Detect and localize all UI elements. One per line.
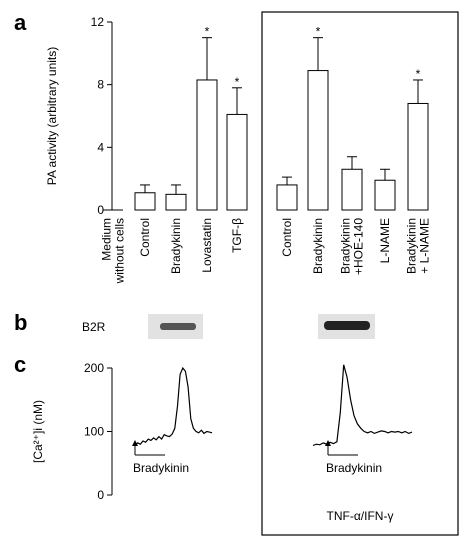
treatment-box <box>261 11 459 536</box>
box-label: TNF-α/IFN-γ <box>327 509 394 523</box>
significance: * <box>316 25 321 39</box>
x-tick-label: Control <box>138 218 152 257</box>
significance: * <box>416 67 421 81</box>
bar <box>407 102 429 211</box>
arrow-head <box>132 440 138 446</box>
y-axis-label: PA activity (arbitrary units) <box>45 47 59 185</box>
significance: * <box>235 75 240 89</box>
x-tick-label: +HOE-140 <box>352 218 366 275</box>
blot-band <box>160 323 196 330</box>
blot-label: B2R <box>82 320 106 334</box>
y-tick-label: 100 <box>84 425 104 439</box>
blot-band <box>324 321 370 330</box>
x-tick-label: Bradykinin <box>169 218 183 274</box>
bar <box>134 192 156 211</box>
bar <box>196 79 218 211</box>
arrow-head <box>325 440 331 446</box>
x-tick-label: Medium <box>100 218 114 261</box>
trace <box>312 364 413 447</box>
y-tick-label: 200 <box>84 361 104 375</box>
x-tick-label: + L-NAME <box>418 218 432 274</box>
stimulus-label: Bradykinin <box>133 461 189 475</box>
bar <box>307 70 329 211</box>
panel-label: a <box>14 10 27 35</box>
bar <box>165 193 187 211</box>
y-tick-label: 4 <box>97 140 104 154</box>
x-tick-label: without cells <box>113 218 127 284</box>
y-axis-label: [Ca²⁺]i (nM) <box>31 400 45 463</box>
x-tick-label: L-NAME <box>378 218 392 263</box>
y-tick-label: 0 <box>97 203 104 217</box>
x-tick-label: Bradykinin <box>339 218 353 274</box>
x-tick-label: TGF-β <box>230 218 244 253</box>
bar <box>374 179 396 211</box>
bar <box>341 168 363 211</box>
x-tick-label: Lovastatin <box>200 218 214 273</box>
trace <box>134 366 213 446</box>
y-tick-label: 8 <box>97 78 104 92</box>
stimulus-label: Bradykinin <box>326 461 382 475</box>
significance: * <box>205 25 210 39</box>
panel-label: c <box>14 352 26 377</box>
y-tick-label: 0 <box>97 488 104 502</box>
x-tick-label: Bradykinin <box>405 218 419 274</box>
x-tick-label: Control <box>280 218 294 257</box>
bar <box>226 113 248 211</box>
bar <box>276 184 298 211</box>
x-tick-label: Bradykinin <box>311 218 325 274</box>
y-tick-label: 12 <box>91 15 105 29</box>
panel-label: b <box>14 310 27 335</box>
